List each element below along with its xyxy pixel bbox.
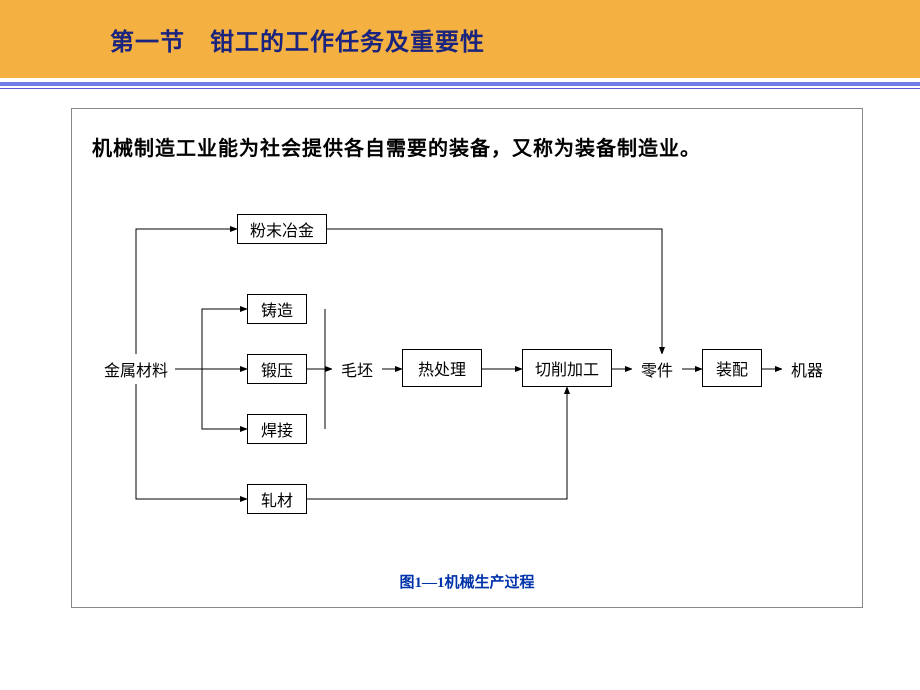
node-metal: 金属材料	[97, 354, 175, 384]
node-blank: 毛坯	[332, 354, 382, 384]
edge-13	[327, 229, 662, 354]
edge-3	[202, 369, 247, 429]
edge-4	[136, 384, 247, 499]
node-cut: 切削加工	[522, 349, 612, 387]
flowchart: 金属材料 粉末冶金铸造锻压焊接轧材 毛坯热处理 切削加工零件装配机器	[72, 109, 862, 607]
content-frame: 机械制造工业能为社会提供各自需要的装备，又称为装备制造业。 金属材料粉末冶金铸造…	[71, 108, 863, 608]
edge-0	[136, 229, 237, 354]
edge-14	[307, 387, 567, 499]
node-assem: 装配	[702, 349, 762, 387]
node-forge: 锻压	[247, 354, 307, 384]
page-title: 第一节 钳工的工作任务及重要性	[110, 22, 485, 57]
node-machine: 机器	[782, 354, 832, 384]
node-weld: 焊接	[247, 414, 307, 444]
edge-1	[202, 309, 247, 369]
header-bar: 第一节 钳工的工作任务及重要性	[0, 0, 920, 78]
node-powder: 粉末冶金	[237, 214, 327, 244]
node-cast: 铸造	[247, 294, 307, 324]
divider-blue	[0, 82, 920, 86]
node-heat: 热处理	[402, 349, 482, 387]
node-roll: 轧材	[247, 484, 307, 514]
figure-caption: 图1—1机械生产过程	[72, 571, 862, 592]
node-part: 零件	[632, 354, 682, 384]
divider-thin	[0, 88, 920, 89]
